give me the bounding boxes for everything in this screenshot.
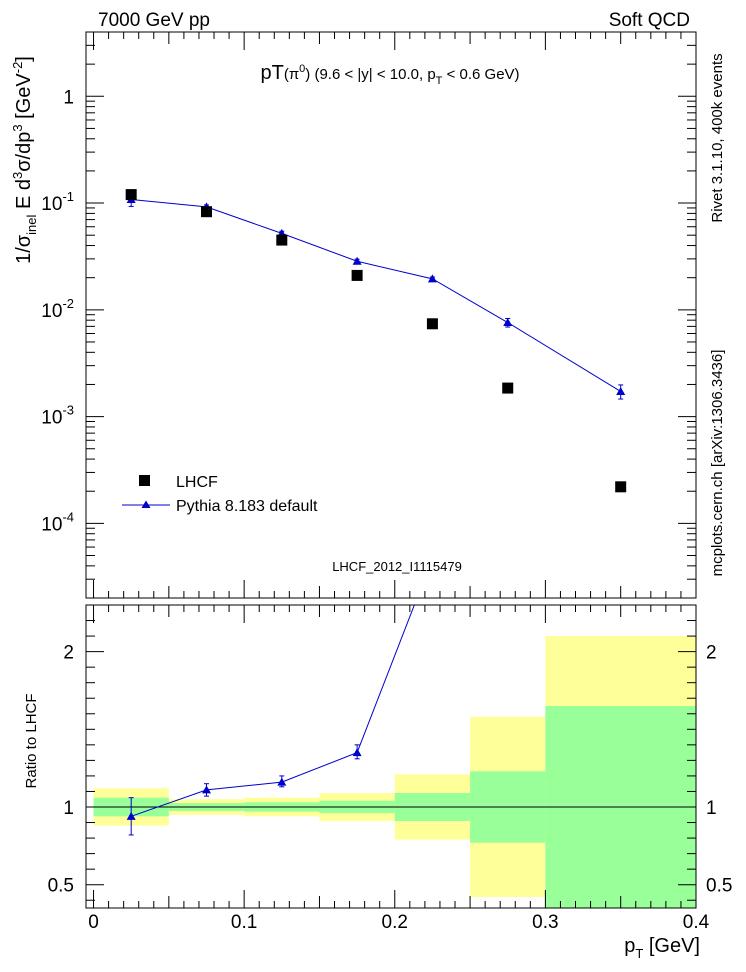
side-text-rivet: Rivet 3.1.10, 400k events (709, 53, 726, 222)
legend-marker-lhcf (139, 475, 150, 486)
mc-point (616, 386, 626, 395)
analysis-watermark: LHCF_2012_I1115479 (332, 559, 462, 574)
main-axis-ticks: 1 10-1 10-2 10-3 10-4 (41, 31, 697, 599)
ratio-axis-ticks: 0.5 0.5 1 1 2 2 0 0.1 0.2 0.3 0.4 (48, 605, 732, 933)
mc-line (131, 198, 621, 392)
ratio-point (201, 785, 211, 794)
ratio-point (352, 748, 362, 757)
main-y-label: 1/σinel E d3σ/dp3 [GeV-2] (10, 56, 39, 264)
x-tick-label: 0 (88, 912, 99, 933)
mc-point (352, 256, 362, 265)
legend-label-pythia: Pythia 8.183 default (176, 498, 318, 515)
mc-point (503, 318, 513, 327)
data-point (200, 206, 212, 218)
ratio-y-tick-label-right: 2 (706, 643, 717, 664)
y-tick-label: 10-1 (41, 189, 74, 215)
header-left: 7000 GeV pp (98, 10, 210, 31)
ratio-y-label: Ratio to LHCF (23, 693, 40, 788)
data-point (125, 189, 137, 201)
ratio-y-tick-label-left: 2 (63, 643, 74, 664)
header-right: Soft QCD (609, 10, 690, 31)
data-point (276, 234, 288, 246)
ratio-frame (85, 604, 697, 909)
legend-label-lhcf: LHCF (176, 474, 218, 491)
ratio-y-tick-label-left: 0.5 (48, 876, 74, 897)
main-panel: 1 10-1 10-2 10-3 10-4 pT(π0) (9.6 < |y| < 10… (10, 31, 697, 599)
ratio-point (277, 777, 287, 786)
x-tick-label: 0.4 (683, 912, 710, 933)
ratio-panel: 0.5 0.5 1 1 2 2 0 0.1 0.2 0.3 0.4 Ratio to LHCF pT… (23, 604, 732, 961)
main-plot-area (125, 189, 627, 493)
y-tick-label: 1 (63, 87, 74, 108)
x-tick-label: 0.1 (231, 912, 257, 933)
x-tick-label: 0.3 (532, 912, 558, 933)
y-tick-label: 10-4 (41, 509, 74, 535)
ratio-plot-area (86, 605, 696, 908)
ratio-y-tick-label-right: 0.5 (706, 876, 732, 897)
x-tick-label: 0.2 (382, 912, 408, 933)
legend-marker-pythia (141, 500, 151, 508)
side-text-mcplots: mcplots.cern.ch [arXiv:1306.3436] (709, 350, 726, 577)
main-frame (85, 31, 697, 599)
data-point (502, 382, 514, 394)
mc-point (427, 274, 437, 283)
legend: LHCF Pythia 8.183 default (122, 474, 318, 515)
data-point (351, 269, 363, 281)
ratio-y-tick-label-right: 1 (706, 798, 717, 819)
x-axis-label: pT [GeV] (624, 935, 700, 961)
plot-title: pT(π0) (9.6 < |y| < 10.0, pT < 0.6 GeV) (260, 62, 519, 87)
data-point (615, 481, 627, 493)
ratio-point (126, 811, 136, 820)
data-point (426, 318, 438, 330)
y-tick-label: 10-2 (41, 296, 74, 322)
y-tick-label: 10-3 (41, 403, 74, 429)
ratio-y-tick-label-left: 1 (63, 798, 74, 819)
